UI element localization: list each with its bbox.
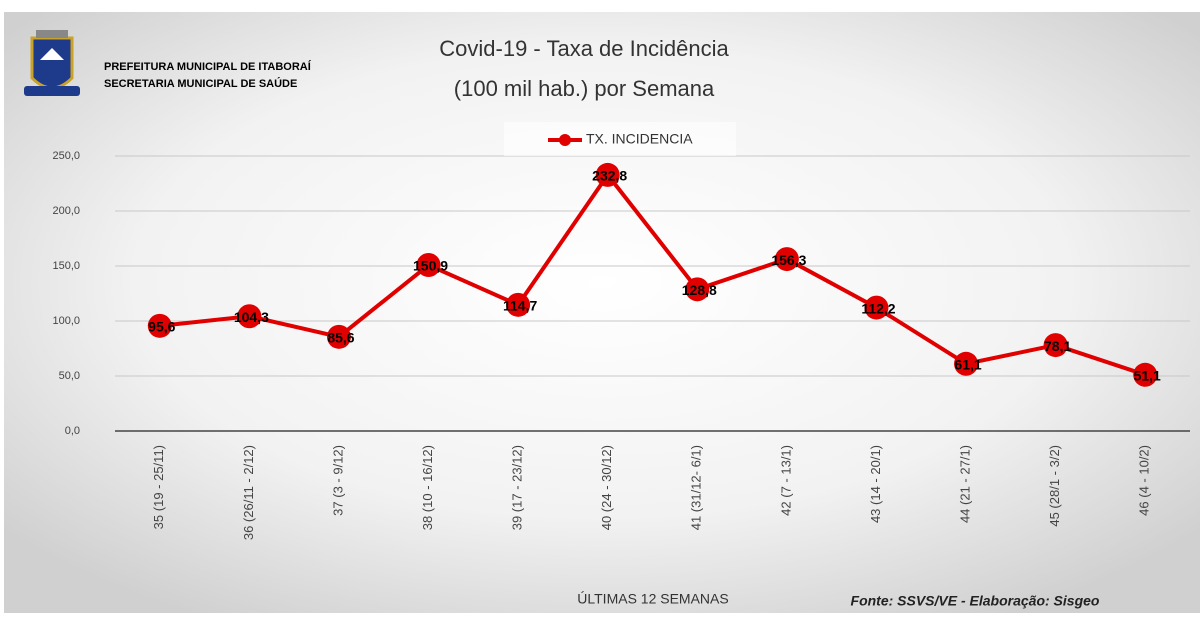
- source: Fonte: SSVS/VE - Elaboração: Sisgeo: [851, 593, 1100, 609]
- x-tick-label: 43 (14 - 20/1): [868, 445, 883, 523]
- marker: [685, 277, 710, 302]
- y-tick-label: 100,0: [52, 315, 80, 327]
- x-tick-label: 40 (24 - 30/12): [599, 445, 614, 530]
- marker: [774, 247, 799, 272]
- marker: [595, 162, 620, 187]
- x-tick-label: 38 (10 - 16/12): [420, 445, 435, 530]
- y-tick-label: 0,0: [65, 425, 80, 437]
- marker: [1133, 362, 1158, 387]
- logo: [24, 30, 80, 96]
- legend-box: [504, 122, 736, 156]
- y-tick-label: 150,0: [52, 260, 80, 272]
- header-line: PREFEITURA MUNICIPAL DE ITABORAÍ: [104, 60, 312, 73]
- data-label: 232,8: [592, 168, 627, 184]
- chart-title: (100 mil hab.) por Semana: [454, 76, 715, 101]
- header-line: SECRETARIA MUNICIPAL DE SAÚDE: [104, 77, 297, 90]
- series-line: [159, 171, 1146, 377]
- chart-title: Covid-19 - Taxa de Incidência: [439, 36, 729, 61]
- data-label: 85,6: [327, 330, 354, 346]
- marker: [954, 351, 979, 376]
- x-tick-label: 46 (4 - 10/2): [1137, 445, 1152, 516]
- data-label: 156,3: [771, 252, 806, 268]
- marker: [416, 253, 441, 278]
- y-tick-label: 50,0: [59, 370, 80, 382]
- legend-label: TX. INCIDENCIA: [586, 131, 693, 147]
- marker: [506, 292, 531, 317]
- legend-marker: [559, 134, 571, 146]
- data-label: 128,8: [682, 282, 717, 298]
- y-tick-label: 250,0: [52, 150, 80, 162]
- marker: [1043, 333, 1068, 358]
- marker: [237, 304, 262, 329]
- x-axis-label: ÚLTIMAS 12 SEMANAS: [577, 591, 728, 607]
- marker: [864, 295, 889, 320]
- marker: [326, 324, 351, 349]
- data-label: 150,9: [413, 258, 448, 274]
- data-label: 104,3: [234, 309, 269, 325]
- x-tick-label: 39 (17 - 23/12): [510, 445, 525, 530]
- data-label: 51,1: [1134, 367, 1161, 383]
- data-label: 112,2: [861, 300, 895, 316]
- data-label: 61,1: [954, 356, 981, 372]
- x-tick-label: 36 (26/11 - 2/12): [241, 445, 256, 540]
- x-tick-label: 45 (28/1 - 3/2): [1047, 445, 1062, 527]
- data-label: 95,6: [148, 319, 175, 335]
- background: [4, 12, 1200, 613]
- x-tick-label: 44 (21 - 27/1): [957, 445, 972, 523]
- data-label: 114,7: [503, 298, 537, 314]
- x-tick-label: 42 (7 - 13/1): [778, 445, 793, 516]
- x-tick-label: 41 (31/12- 6/1): [689, 445, 704, 530]
- data-label: 78,1: [1044, 338, 1071, 354]
- x-tick-label: 35 (19 - 25/11): [151, 445, 166, 529]
- x-tick-label: 37 (3 - 9/12): [330, 445, 345, 516]
- marker: [147, 313, 172, 338]
- y-tick-label: 200,0: [52, 205, 80, 217]
